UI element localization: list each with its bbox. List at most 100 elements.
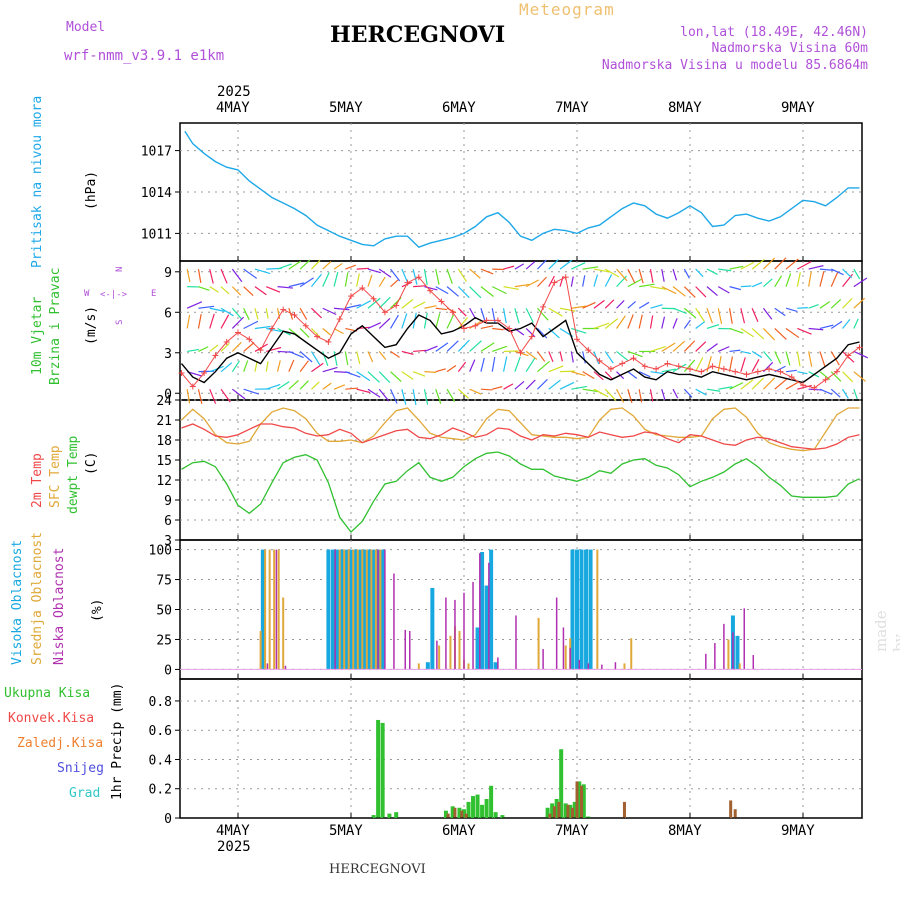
wind-arrow: [525, 261, 536, 270]
precip-conv-bar: [729, 800, 733, 818]
wind-arrow: [480, 342, 495, 352]
wind-arrow: [797, 327, 812, 335]
wind-arrow: [277, 381, 290, 390]
cloud-high-bar: [371, 549, 376, 670]
wind-arrow: [683, 388, 693, 398]
wind-ytick-label: 9: [164, 266, 172, 281]
wind-arrow: [604, 318, 619, 329]
wind-arrow: [616, 388, 625, 403]
compass-e: E: [151, 289, 157, 299]
cloud-mid-bar: [438, 645, 441, 670]
wind-arrow: [446, 286, 459, 297]
cloud-high-bar: [480, 551, 485, 670]
wind-arrow: [457, 317, 469, 329]
wind-arrow: [627, 301, 637, 309]
wind-arrow: [322, 272, 330, 287]
wind-arrow: [378, 351, 387, 360]
wind-arrow: [627, 389, 633, 404]
wind-arrow: [842, 371, 854, 383]
precip-conv-bar: [733, 809, 737, 818]
wind-arrow: [435, 268, 440, 285]
wind-arrow: [265, 308, 269, 319]
wind-arrow: [435, 307, 447, 311]
wind-arrow: [627, 350, 643, 358]
cloud-low-bar: [393, 573, 395, 670]
cloud-low-bar: [723, 623, 725, 670]
dewpt-temp-line: [181, 451, 860, 533]
cloud-low-bar: [614, 662, 617, 670]
wind-arrow: [469, 307, 477, 320]
wind-arrow: [853, 268, 861, 280]
precip-total-bar: [380, 722, 385, 818]
wind-arrow: [424, 286, 438, 291]
wind-arrow: [649, 268, 654, 283]
precip-total-bar: [475, 794, 480, 818]
wind-arrow: [661, 268, 665, 282]
wind-arrow: [718, 346, 730, 352]
precip-total-bar: [568, 804, 573, 818]
wind-arrow: [672, 286, 686, 297]
wind-arrow: [356, 267, 369, 270]
top-day-label-4may: 4MAY: [216, 100, 250, 116]
wind-arrow: [638, 389, 643, 403]
wind-arrow: [559, 351, 563, 362]
wind-arrow: [649, 315, 654, 329]
cloud-high-bar: [330, 549, 335, 670]
wind-arrow: [492, 386, 503, 390]
wind-arrow: [785, 327, 800, 339]
cloud-mid-bar: [365, 549, 368, 670]
temp-2m-line: [181, 423, 860, 450]
wind-arrow: [763, 328, 776, 341]
cloud-high-bar: [584, 549, 589, 670]
wind-arrow: [537, 378, 548, 390]
cloud-mid-bar: [379, 549, 382, 670]
cloud-high-bar: [579, 549, 584, 670]
wind-arrow: [661, 342, 676, 352]
precip-total-label: Ukupna Kisa: [4, 686, 91, 701]
wind-arrow: [604, 388, 617, 401]
precip-total-bar: [484, 798, 489, 818]
wind-arrow: [751, 377, 764, 390]
wind-arrow: [299, 277, 314, 288]
wind-arrow: [559, 259, 572, 270]
cloud-mid-bar: [352, 549, 355, 670]
wind-arrow: [299, 307, 308, 320]
wind-arrow: [525, 279, 539, 288]
wind-arrow: [311, 307, 322, 319]
cloud-mid-bar: [738, 663, 741, 670]
wind-arrow: [446, 314, 455, 329]
wind-arrow: [469, 340, 482, 352]
cloud-low-bar: [472, 581, 474, 670]
cloud-low-bar: [436, 640, 438, 670]
wind-arrow: [661, 286, 677, 295]
cloud-mid-bar: [268, 549, 271, 670]
cloud-low-bar: [542, 649, 544, 670]
wind-arrow: [502, 356, 508, 372]
wind-arrow: [266, 286, 281, 293]
cloud-high-bar: [367, 549, 372, 670]
temp-frame: [179, 399, 863, 541]
wind-arrow: [288, 282, 305, 288]
wind-arrow: [299, 259, 311, 270]
cloud-low-bar: [743, 608, 745, 670]
cloud-mid-bar: [596, 549, 599, 670]
wind-arrow: [616, 300, 625, 309]
wind-arrow: [740, 308, 746, 324]
wind-arrow: [311, 328, 321, 338]
wind-arrow: [695, 357, 704, 372]
wind-arrow: [322, 351, 329, 367]
cloud-mid-bar: [374, 549, 377, 670]
cloud-low-bar: [275, 549, 278, 670]
wind-arrow: [672, 388, 679, 399]
wind-arrow: [706, 324, 720, 330]
wind-arrow: [401, 313, 408, 329]
wind-arrow: [582, 388, 599, 393]
precip-frame: [179, 678, 863, 819]
bottom-day-label-4may: 4MAY: [216, 823, 250, 839]
wind-arrow: [198, 286, 210, 291]
wind-arrow: [582, 266, 599, 270]
wind-arrow: [412, 389, 417, 406]
wind-arrow: [751, 281, 763, 288]
cloud-low-bar: [555, 597, 558, 670]
